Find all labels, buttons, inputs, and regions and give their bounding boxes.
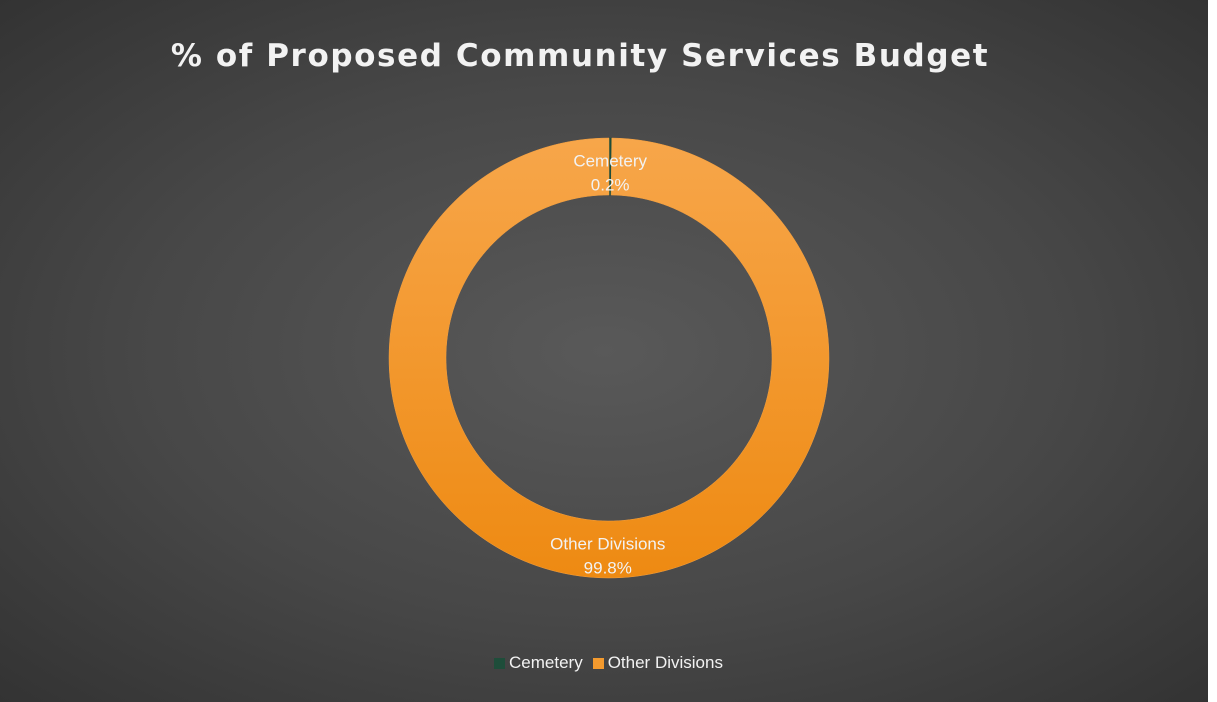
data-label-value-cemetery: 0.2% — [591, 176, 630, 195]
slice-other-divisions — [388, 137, 830, 579]
chart-title: % of Proposed Community Services Budget — [170, 38, 990, 74]
data-label-value-other-divisions: 99.8% — [584, 558, 632, 577]
legend-swatch-other-divisions — [592, 657, 604, 669]
legend-label-cemetery: Cemetery — [509, 653, 583, 672]
legend-item-cemetery: Cemetery — [494, 653, 583, 673]
data-label-category-other-divisions: Other Divisions — [550, 534, 665, 553]
legend-label-other-divisions: Other Divisions — [607, 653, 723, 672]
data-label-category-cemetery: Cemetery — [573, 152, 647, 171]
legend: Cemetery Other Divisions — [0, 653, 1217, 673]
legend-swatch-cemetery — [494, 657, 506, 669]
legend-item-other-divisions: Other Divisions — [592, 653, 723, 673]
